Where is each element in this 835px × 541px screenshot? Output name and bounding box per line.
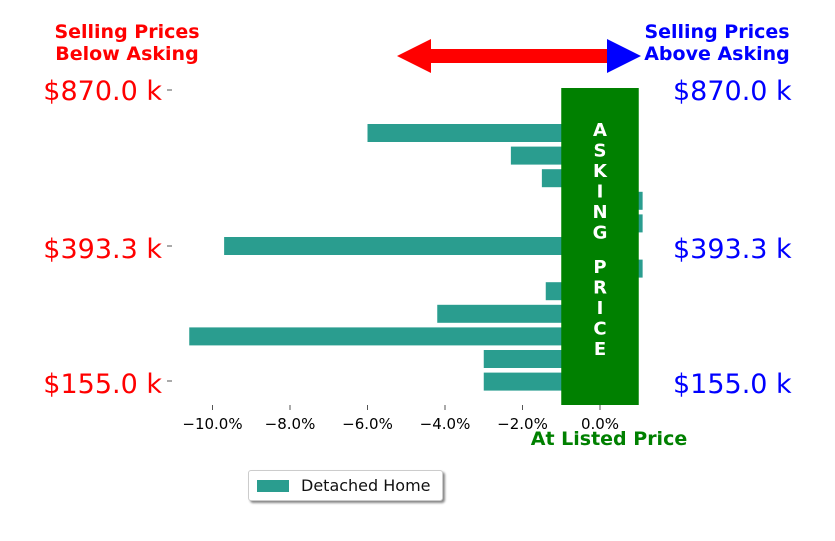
- x-axis-ticks: −10.0% −8.0% −6.0% −4.0% −2.0% 0.0%: [182, 405, 619, 433]
- x-tick-label-3: −4.0%: [420, 415, 471, 433]
- y-tick-left-155: $155.0 k: [43, 369, 162, 400]
- header-right-line2: Above Asking: [644, 43, 790, 65]
- header-left-line2: Below Asking: [55, 43, 198, 65]
- band-letter-8: R: [593, 278, 607, 299]
- x-tick-label-5: 0.0%: [581, 415, 619, 433]
- asking-price-band: [561, 88, 639, 405]
- band-letter-5: G: [593, 223, 608, 244]
- band-letter-0: A: [593, 120, 607, 141]
- y-tick-left-393: $393.3 k: [43, 234, 162, 265]
- y-axis-right: $870.0 k $393.3 k $155.0 k: [673, 76, 792, 400]
- legend-swatch: [257, 480, 289, 492]
- band-letter-10: C: [593, 319, 606, 340]
- band-letter-2: K: [593, 161, 608, 182]
- arrow-shaft-left: [430, 49, 610, 63]
- y-tick-right-393: $393.3 k: [673, 234, 792, 265]
- header-right-line1: Selling Prices: [644, 21, 789, 43]
- x-tick-label-1: −8.0%: [265, 415, 316, 433]
- legend-label: Detached Home: [301, 476, 431, 495]
- band-letter-9: I: [597, 298, 604, 319]
- x-tick-label-2: −6.0%: [342, 415, 393, 433]
- bar-5: [224, 237, 600, 255]
- band-letter-4: N: [592, 202, 607, 223]
- arrow-head-left-icon: [397, 39, 431, 73]
- y-tick-left-870: $870.0 k: [43, 76, 162, 107]
- header-left-line1: Selling Prices: [54, 21, 199, 43]
- bar-9: [189, 327, 600, 346]
- bar-0: [367, 124, 600, 142]
- arrow-head-right-icon: [607, 39, 641, 73]
- band-letter-3: I: [597, 182, 604, 203]
- band-letter-11: E: [594, 339, 606, 360]
- at-listed-price-label: At Listed Price: [531, 428, 687, 450]
- legend: Detached Home: [248, 470, 443, 501]
- band-letter-7: P: [593, 257, 606, 278]
- x-tick-label-4: −2.0%: [497, 415, 548, 433]
- band-letter-1: S: [594, 141, 607, 162]
- y-tick-right-155: $155.0 k: [673, 369, 792, 400]
- bar-8: [437, 304, 600, 323]
- y-tick-right-870: $870.0 k: [673, 76, 792, 107]
- x-tick-label-0: −10.0%: [182, 415, 242, 433]
- y-axis-left: $870.0 k $393.3 k $155.0 k: [43, 76, 172, 400]
- direction-arrow: [397, 39, 641, 73]
